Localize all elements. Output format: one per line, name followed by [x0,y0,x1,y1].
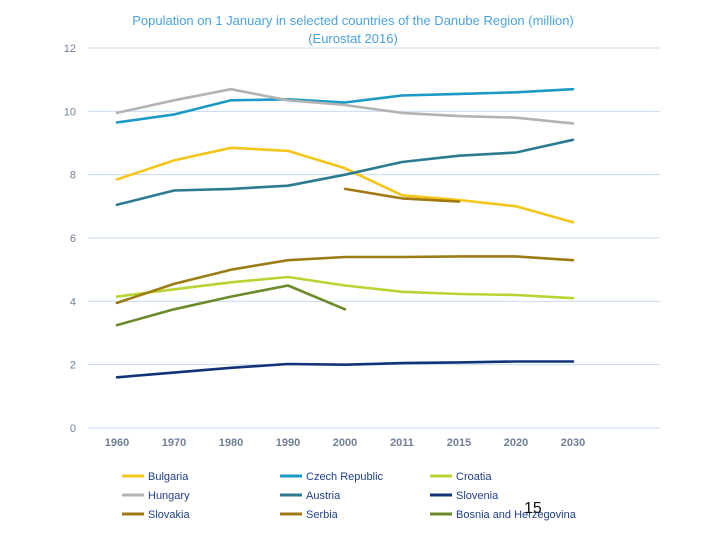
y-tick-label: 0 [70,423,76,435]
series-line-slovakia [115,255,575,305]
series-line-serbia [343,187,461,203]
series-lines [115,87,575,379]
series-line-slovenia [115,360,575,379]
legend-label: Hungary [148,490,190,502]
y-tick-label: 12 [64,43,76,55]
y-tick-label: 8 [70,170,76,182]
series-line-czech-republic [115,87,575,124]
y-tick-label: 6 [70,233,76,245]
chart-title: Population on 1 January in selected coun… [132,13,574,28]
chart-subtitle: (Eurostat 2016) [308,31,398,46]
y-axis-ticks: 0 2 4 6 8 10 12 [64,43,76,435]
x-tick-label: 2000 [333,437,357,449]
series-line-bulgaria [115,146,575,224]
legend-label: Bulgaria [148,471,189,483]
x-tick-label: 2030 [561,437,585,449]
y-tick-label: 2 [70,360,76,372]
legend-label: Austria [306,490,341,502]
legend-label: Czech Republic [306,471,384,483]
legend-label: Slovakia [148,509,190,521]
series-line-bosnia-and-herzegovina [115,284,347,327]
page-number: 15 [524,500,542,517]
y-tick-label: 10 [64,106,76,118]
legend: Bulgaria Czech Republic Croatia Hungary Aust… [122,471,577,521]
x-tick-label: 2011 [390,437,414,449]
series-line-austria [115,138,575,207]
legend-label: Croatia [456,471,492,483]
x-tick-label: 1980 [219,437,243,449]
y-tick-label: 4 [70,296,76,308]
series-line-hungary [115,87,575,125]
series-line-croatia [115,275,575,300]
legend-label: Slovenia [456,490,499,502]
grid-lines [88,47,660,429]
x-axis-ticks: 1960 1970 1980 1990 2000 2011 2015 2020 2030 [105,437,585,449]
x-tick-label: 1970 [162,437,186,449]
x-tick-label: 2015 [447,437,471,449]
x-tick-label: 2020 [504,437,528,449]
legend-label: Serbia [306,509,339,521]
x-tick-label: 1960 [105,437,129,449]
legend-label: Bosnia and Herzegovina [456,509,577,521]
x-tick-label: 1990 [276,437,300,449]
